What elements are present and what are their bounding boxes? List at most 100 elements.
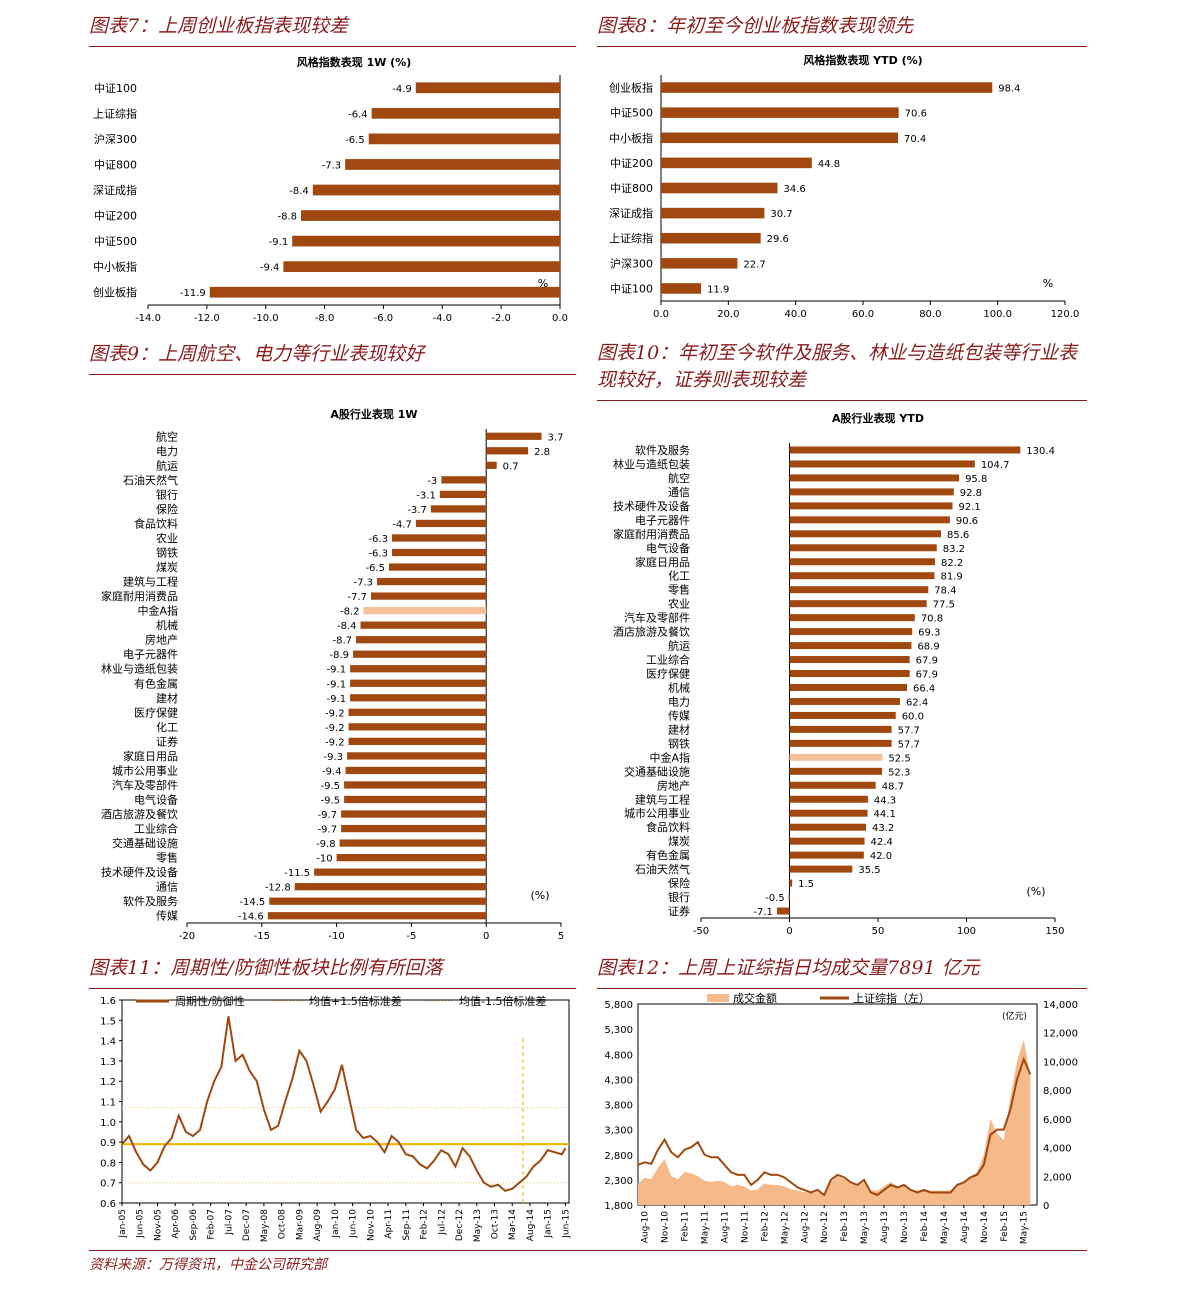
plot-frame <box>121 999 570 1204</box>
bar <box>356 636 487 644</box>
data-label: -11.9 <box>180 288 206 299</box>
x-tick-label: May-11 <box>701 1211 711 1244</box>
data-label: -7.1 <box>753 907 773 918</box>
data-label: -6.5 <box>345 135 365 146</box>
series-line-sse-index <box>637 1056 1032 1197</box>
unit-label: (%) <box>1026 885 1045 898</box>
data-label: 2.8 <box>534 447 550 458</box>
bar <box>789 697 900 705</box>
bar <box>388 563 487 571</box>
category-label: 电气设备 <box>134 793 178 807</box>
x-tick-label: -10.0 <box>253 313 279 324</box>
category-label: 保险 <box>668 876 690 890</box>
bar <box>661 182 778 194</box>
bar <box>789 600 927 608</box>
data-label: -9.8 <box>316 839 336 850</box>
y-tick-label: 1.6 <box>100 996 116 1007</box>
bar <box>344 781 487 789</box>
bar <box>353 650 487 658</box>
bar <box>486 432 542 440</box>
category-label: 家庭日用品 <box>123 749 178 763</box>
category-label: 通信 <box>668 486 690 499</box>
bar <box>341 810 487 818</box>
category-label: 银行 <box>156 487 178 501</box>
category-label: 中证200 <box>610 157 653 170</box>
data-label: 34.6 <box>783 184 805 195</box>
right-axis-unit: (亿元) <box>1002 1010 1027 1022</box>
bar <box>348 723 487 731</box>
x-tick-label: Feb-13 <box>840 1211 850 1242</box>
x-tick-label: 100 <box>957 926 976 937</box>
data-label: -3 <box>427 476 437 487</box>
x-tick-label: May-08 <box>260 1209 270 1242</box>
data-label: 68.9 <box>917 642 939 653</box>
bar <box>789 474 960 482</box>
y-tick-label: 1.5 <box>100 1016 116 1027</box>
x-tick-label: Aug-12 <box>800 1211 810 1243</box>
data-label: 44.8 <box>818 159 840 170</box>
data-label: 57.7 <box>898 739 920 750</box>
category-label: 上证综指 <box>609 231 653 245</box>
x-tick-label: -4.0 <box>433 313 453 324</box>
category-label: 医疗保健 <box>646 667 690 681</box>
chart-8-style-index-ytd: 风格指数表现 YTD (%) 0.0 20.0 40.0 60.0 80.0 100.0 12… <box>597 48 1087 336</box>
category-label: 中小板指 <box>93 260 137 274</box>
data-label: -6.5 <box>365 563 385 574</box>
x-tick-label: -20 <box>179 931 195 942</box>
data-label: -3.1 <box>416 490 436 501</box>
unit-label: % <box>538 277 548 290</box>
chart-title-7: 图表7：上周创业板指表现较差 <box>89 12 576 47</box>
y-left-tick-label: 3,800 <box>604 1101 633 1112</box>
unit-label: % <box>1043 277 1053 290</box>
data-label: -9.1 <box>327 665 347 676</box>
category-label: 汽车及零部件 <box>624 611 690 625</box>
data-label: -11.5 <box>284 868 310 879</box>
data-label: -9.5 <box>321 796 341 807</box>
data-label: -6.3 <box>368 534 388 545</box>
category-label: 上证综指 <box>93 106 137 120</box>
category-label: 深证成指 <box>93 183 137 197</box>
bar <box>789 879 793 887</box>
x-tick-label: Jun-10 <box>349 1209 359 1239</box>
x-tick-label: Feb-12 <box>760 1211 770 1242</box>
legend-label: 均值+1.5倍标准差 <box>309 994 402 1008</box>
series-area-turnover <box>638 1039 1031 1205</box>
data-label: -14.6 <box>238 912 264 923</box>
chart-10-industry-ytd: A股行业表现 YTD -50 0 50 100 150 软件及服务 130.4 林业与造纸包装 1… <box>597 402 1087 950</box>
data-label: 92.1 <box>959 502 981 513</box>
chart-title: A股行业表现 YTD <box>832 411 924 425</box>
x-tick-label: 5 <box>558 931 564 942</box>
category-label: 农业 <box>668 597 690 611</box>
unit-label: (%) <box>530 889 549 902</box>
x-tick-label: Nov-14 <box>980 1211 990 1243</box>
bar <box>415 82 560 94</box>
data-label: 83.2 <box>943 544 965 555</box>
bar <box>339 839 487 847</box>
x-tick-label: Nov-05 <box>153 1209 163 1241</box>
data-label: 77.5 <box>933 600 955 611</box>
data-label: 70.4 <box>904 134 926 145</box>
x-tick-label: Aug-13 <box>880 1211 890 1243</box>
bar <box>789 683 908 691</box>
bar <box>376 577 487 586</box>
x-tick-label: -10 <box>328 931 344 942</box>
data-label: -8.4 <box>337 621 357 632</box>
bar <box>267 912 487 920</box>
source-note: 资料来源：万得资讯，中金公司研究部 <box>89 1257 327 1273</box>
data-label: -9.5 <box>321 781 341 792</box>
category-label: 机械 <box>156 618 178 632</box>
data-label: -7.7 <box>347 592 367 603</box>
data-label: -9.2 <box>325 708 345 719</box>
bar <box>789 572 935 580</box>
data-label: 67.9 <box>916 670 938 681</box>
bar <box>789 795 868 803</box>
category-label: 电气设备 <box>646 541 690 555</box>
x-tick-label: Sep-06 <box>189 1209 199 1241</box>
bar <box>283 261 560 273</box>
bar <box>336 853 487 862</box>
category-label: 石油天然气 <box>123 473 178 487</box>
bar <box>441 476 487 484</box>
chart-title: 风格指数表现 1W (%) <box>297 55 412 69</box>
x-tick-label: May-12 <box>780 1211 790 1244</box>
y-right-tick-label: 12,000 <box>1043 1029 1078 1040</box>
